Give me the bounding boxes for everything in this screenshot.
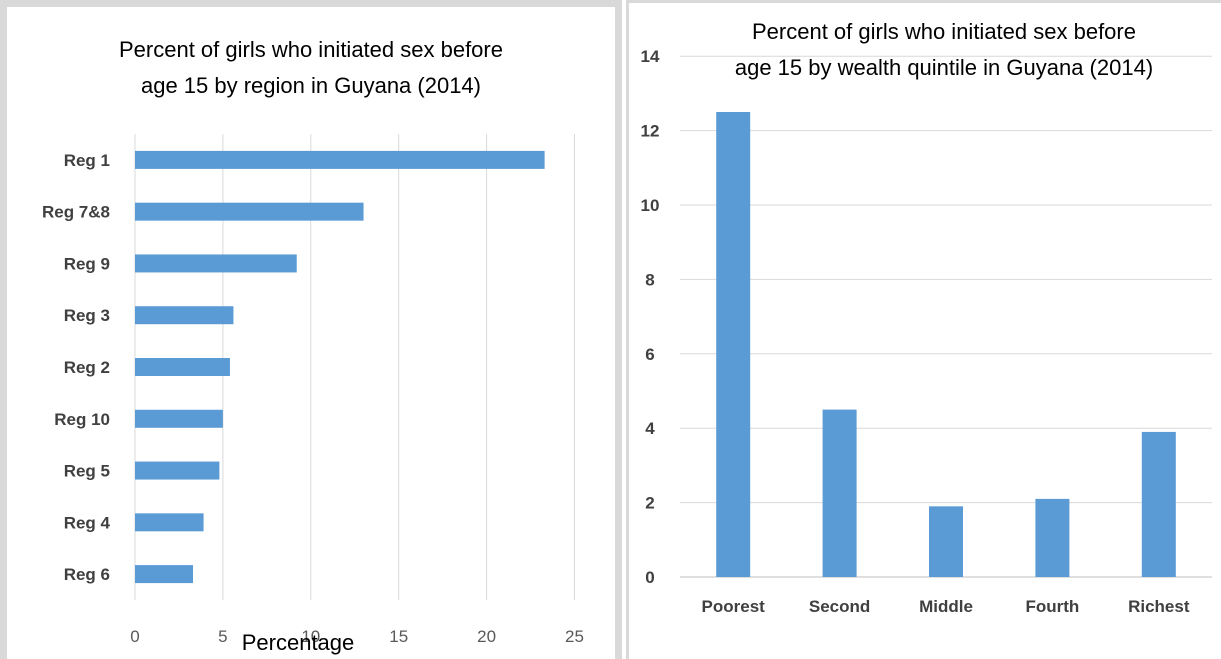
wealth-chart-category-labels: Poorest Second Middle Fourth Richest — [702, 597, 1190, 616]
wealth-chart-gridlines — [680, 55, 1212, 578]
y-tick-label: 8 — [645, 270, 654, 289]
wealth-bar — [929, 506, 963, 577]
y-tick-label: 12 — [641, 122, 660, 141]
region-category-label: Reg 5 — [64, 462, 110, 481]
region-category-label: Reg 7&8 — [42, 203, 110, 222]
region-category-label: Reg 9 — [64, 254, 110, 273]
y-tick-label: 2 — [645, 494, 654, 513]
region-chart-tick-labels: 0 5 10 15 20 25 — [130, 627, 584, 646]
y-tick-label: 4 — [645, 419, 655, 438]
region-bar — [135, 409, 223, 428]
region-bar — [135, 358, 230, 376]
x-tick-label: 0 — [130, 627, 139, 646]
y-tick-label: 6 — [645, 345, 654, 364]
wealth-category-label: Poorest — [702, 597, 766, 616]
region-bar — [135, 461, 220, 480]
wealth-chart-title-line-1: Percent of girls who initiated sex befor… — [752, 19, 1136, 44]
x-tick-label: 15 — [389, 627, 408, 646]
region-category-label: Reg 3 — [64, 306, 110, 325]
region-category-label: Reg 1 — [64, 151, 110, 170]
region-bar — [135, 254, 297, 273]
wealth-category-label: Fourth — [1025, 597, 1079, 616]
region-bar — [135, 202, 364, 221]
y-tick-label: 10 — [641, 196, 660, 215]
region-chart-x-axis-label: Percentage — [242, 630, 355, 655]
region-category-label: Reg 10 — [54, 410, 110, 429]
region-chart-title-line-1: Percent of girls who initiated sex befor… — [119, 37, 503, 62]
x-tick-label: 5 — [218, 627, 227, 646]
wealth-bar — [1035, 498, 1070, 577]
region-bar — [135, 306, 234, 325]
wealth-chart-title-line-2: age 15 by wealth quintile in Guyana (201… — [735, 55, 1153, 80]
region-chart-bars — [135, 150, 545, 584]
wealth-bar — [1141, 431, 1176, 577]
y-tick-label: 0 — [645, 568, 654, 587]
y-tick-label: 14 — [641, 47, 660, 66]
wealth-bar — [716, 112, 751, 577]
region-bar-chart: Percent of girls who initiated sex befor… — [42, 37, 584, 655]
region-category-label: Reg 4 — [64, 513, 111, 532]
region-category-label: Reg 2 — [64, 358, 110, 377]
region-bar — [135, 513, 204, 532]
region-category-label: Reg 6 — [64, 565, 110, 584]
wealth-category-label: Richest — [1128, 597, 1190, 616]
region-chart-category-labels: Reg 1 Reg 7&8 Reg 9 Reg 3 Reg 2 Reg 10 Reg 5 Re… — [42, 151, 111, 584]
region-bar — [135, 565, 194, 584]
region-bar — [135, 150, 545, 169]
wealth-chart-tick-labels: 0 2 4 6 8 10 12 14 — [641, 47, 660, 587]
x-tick-label: 20 — [477, 627, 496, 646]
x-tick-label: 10 — [301, 627, 320, 646]
wealth-category-label: Middle — [919, 597, 973, 616]
wealth-bar — [822, 409, 857, 577]
region-chart-title-line-2: age 15 by region in Guyana (2014) — [141, 73, 481, 98]
wealth-chart-bars — [716, 112, 1176, 577]
x-tick-label: 25 — [565, 627, 584, 646]
wealth-category-label: Second — [809, 597, 870, 616]
wealth-bar-chart: 0 2 4 6 8 10 12 14 Poorest Second Middle Fourth Ric… — [641, 19, 1212, 616]
